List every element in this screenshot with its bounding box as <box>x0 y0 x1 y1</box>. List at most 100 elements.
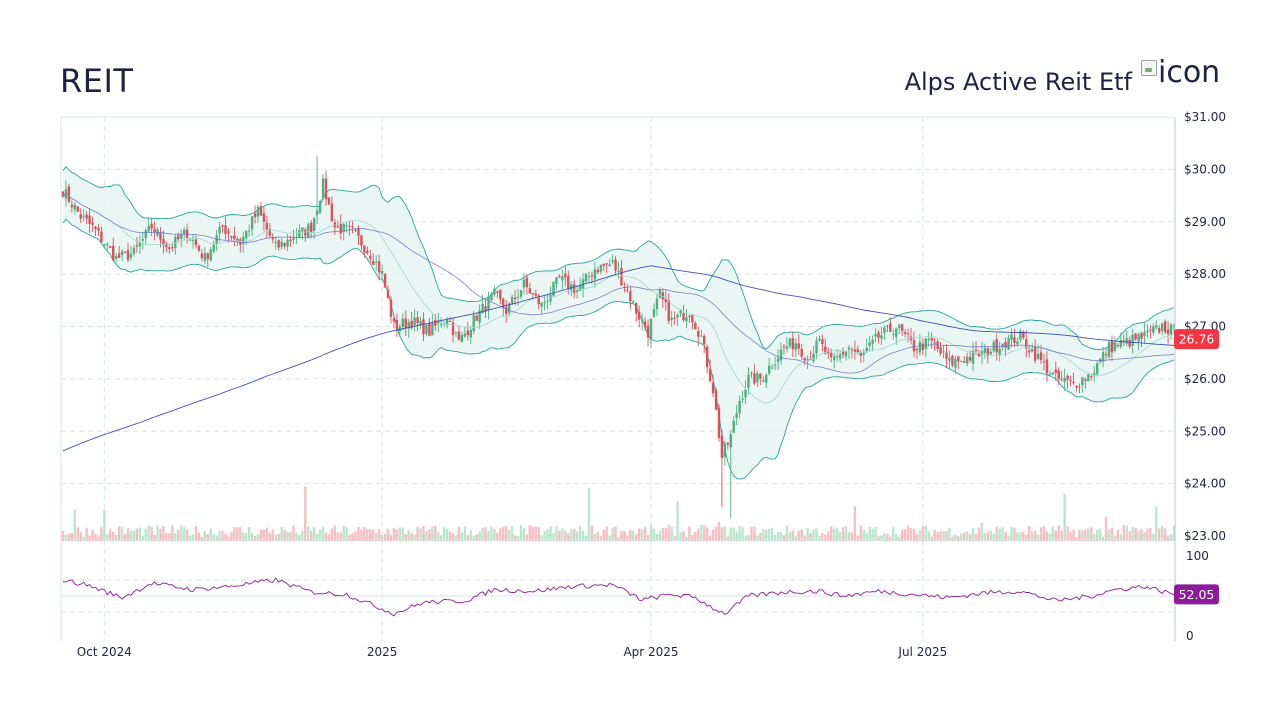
candle-body <box>652 309 656 317</box>
candle <box>549 286 552 306</box>
volume-bar <box>806 528 809 541</box>
volume-bar <box>505 526 508 541</box>
volume-bar <box>838 531 842 541</box>
volume-bar <box>271 529 274 541</box>
candle <box>233 226 236 247</box>
volume-bar <box>129 531 133 541</box>
volume-bar <box>79 531 82 541</box>
volume-bar <box>250 532 254 541</box>
candle-body <box>708 368 712 382</box>
volume-bar <box>150 526 153 541</box>
candle <box>1101 346 1105 368</box>
candle <box>1137 332 1140 351</box>
volume-bar <box>732 527 735 541</box>
volume-bar <box>927 531 930 541</box>
candle-body <box>451 322 455 335</box>
volume-bar <box>445 528 449 541</box>
candle <box>1075 385 1078 392</box>
candle-body <box>91 222 94 225</box>
candle <box>723 440 727 466</box>
candle-body <box>94 226 97 230</box>
volume-bar <box>1122 525 1125 541</box>
candle-body <box>103 244 106 246</box>
volume-bar <box>1075 536 1078 541</box>
candle <box>915 347 919 360</box>
volume-bar <box>779 532 783 541</box>
candle <box>862 349 865 363</box>
candle <box>76 205 79 213</box>
candle-body <box>144 230 147 238</box>
candle <box>1060 370 1063 382</box>
volume-bar <box>1158 528 1161 541</box>
candle-body <box>865 347 868 353</box>
candle-body <box>723 443 727 457</box>
volume-bar <box>572 528 576 541</box>
volume-bar <box>697 528 700 541</box>
volume-bar <box>593 534 597 541</box>
candle <box>106 242 109 252</box>
candle-body <box>109 246 112 248</box>
volume-bar <box>643 526 647 541</box>
volume-bar <box>525 534 529 541</box>
volume-bar <box>307 526 310 541</box>
volume-bar <box>159 528 162 541</box>
candle <box>629 285 632 310</box>
volume-bar <box>691 535 694 541</box>
candle <box>785 337 789 353</box>
volume-bar <box>599 536 602 541</box>
candle <box>983 343 987 359</box>
candle-body <box>1066 375 1069 380</box>
candle <box>85 210 88 225</box>
candle <box>841 347 845 359</box>
candle-body <box>206 253 209 260</box>
candle-body <box>327 197 331 205</box>
candle-body <box>977 352 981 357</box>
candle-body <box>1030 349 1034 352</box>
volume-bar <box>1163 528 1167 541</box>
volume-bar <box>649 525 653 541</box>
candle <box>262 207 266 231</box>
candle <box>635 302 638 323</box>
volume-bar <box>200 536 204 541</box>
candle-body <box>413 317 416 325</box>
volume-bar <box>1095 529 1099 541</box>
volume-bar <box>1036 534 1040 541</box>
candle-body <box>824 346 827 354</box>
volume-bar <box>954 534 957 541</box>
candle-body <box>185 229 189 239</box>
candle <box>596 266 600 275</box>
candle <box>528 283 532 294</box>
candle <box>655 294 659 317</box>
candle <box>73 201 77 214</box>
candle <box>779 342 783 366</box>
volume-bar <box>395 529 399 541</box>
candle-body <box>1169 324 1173 336</box>
candle <box>1057 367 1060 386</box>
volume-bar <box>372 529 375 541</box>
candle-body <box>850 349 854 351</box>
candle <box>516 289 520 306</box>
candle-body <box>307 224 310 238</box>
candle <box>1131 328 1134 354</box>
volume-bar <box>735 531 738 541</box>
time-axis: Oct 2024 2025 Apr 2025 Jul 2025 <box>77 645 947 659</box>
candle-body <box>392 318 396 322</box>
candle <box>1048 370 1052 376</box>
volume-bar <box>215 536 218 541</box>
candle <box>1093 366 1096 382</box>
volume-bar <box>750 526 753 541</box>
volume-bar <box>1072 529 1075 541</box>
candle <box>1063 368 1066 392</box>
candle-body <box>611 260 614 262</box>
volume-bar <box>1016 532 1019 541</box>
volume-bar <box>1155 506 1158 541</box>
candle <box>120 249 124 261</box>
candle-body <box>129 253 133 258</box>
candle-body <box>838 354 842 359</box>
moving-average-long-line <box>62 265 1175 452</box>
volume-bar <box>469 530 472 541</box>
volume-bar <box>289 532 292 541</box>
candle-body <box>383 274 387 288</box>
candle-body <box>79 214 82 219</box>
candle <box>221 224 224 233</box>
